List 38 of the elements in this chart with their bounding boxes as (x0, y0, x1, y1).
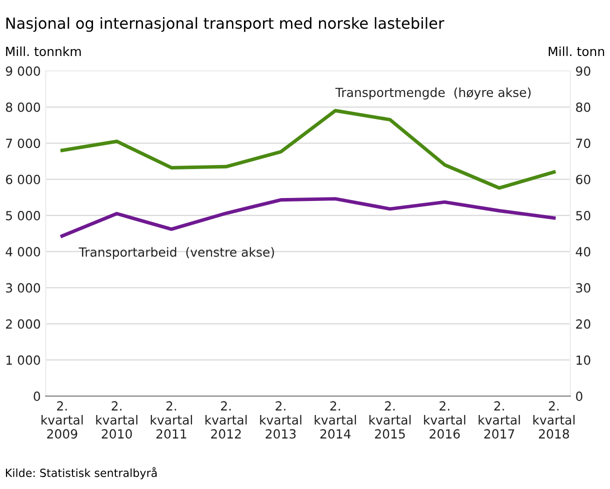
y-tick-label: 9 000 (6, 66, 40, 76)
y-tick-label: 1 000 (6, 355, 40, 365)
y-tick-label: 7 000 (6, 138, 40, 148)
series-label: Transportarbeid (venstre akse) (78, 247, 274, 260)
y2-tick-label: 40 (576, 247, 590, 256)
x-tick-label: 2. kvartal 2018 (533, 401, 575, 439)
x-tick-label: 2. kvartal 2011 (150, 401, 192, 439)
x-tick-label: 2. kvartal 2012 (205, 401, 247, 439)
y2-tick-label: 80 (576, 102, 590, 112)
y2-tick-label: 0 (576, 392, 582, 402)
x-tick-label: 2. kvartal 2014 (314, 401, 356, 439)
y-tick-label: 2 000 (6, 319, 40, 329)
y2-tick-label: 70 (576, 138, 590, 148)
x-tick-label: 2. kvartal 2017 (478, 401, 520, 439)
y-tick-label: 8 000 (6, 102, 40, 112)
x-tick-label: 2. kvartal 2015 (369, 401, 411, 439)
x-tick-label: 2. kvartal 2013 (260, 401, 302, 439)
y2-tick-label: 30 (576, 283, 590, 293)
y2-tick-label: 60 (576, 174, 590, 184)
y2-tick-label: 50 (576, 210, 590, 220)
text: Kilde: Statistisk sentralbyrå (6, 467, 157, 480)
x-tick-label: 2. kvartal 2016 (424, 401, 466, 439)
chart-title: Nasjonal og internasjonal transport med norske lastebiler (6, 17, 444, 32)
y2-axis-title: Mill. tonn (548, 46, 604, 56)
y2-tick-label: 20 (576, 319, 590, 329)
line-series (60, 197, 556, 238)
y-tick-label: 6 000 (6, 174, 40, 184)
y-tick-label: 5 000 (6, 210, 40, 220)
y-tick-label: 0 (34, 392, 40, 402)
y-tick-label: 4 000 (6, 247, 40, 256)
series-label: Transportmengde (høyre akse) (335, 87, 531, 100)
y2-tick-label: 90 (576, 66, 590, 76)
x-tick-label: 2. kvartal 2009 (42, 401, 83, 439)
y-tick-label: 3 000 (6, 283, 40, 293)
y-axis-title: Mill. tonnkm (6, 46, 81, 56)
line-series (60, 108, 556, 190)
y2-tick-label: 10 (576, 355, 590, 365)
x-tick-label: 2. kvartal 2010 (96, 401, 138, 439)
